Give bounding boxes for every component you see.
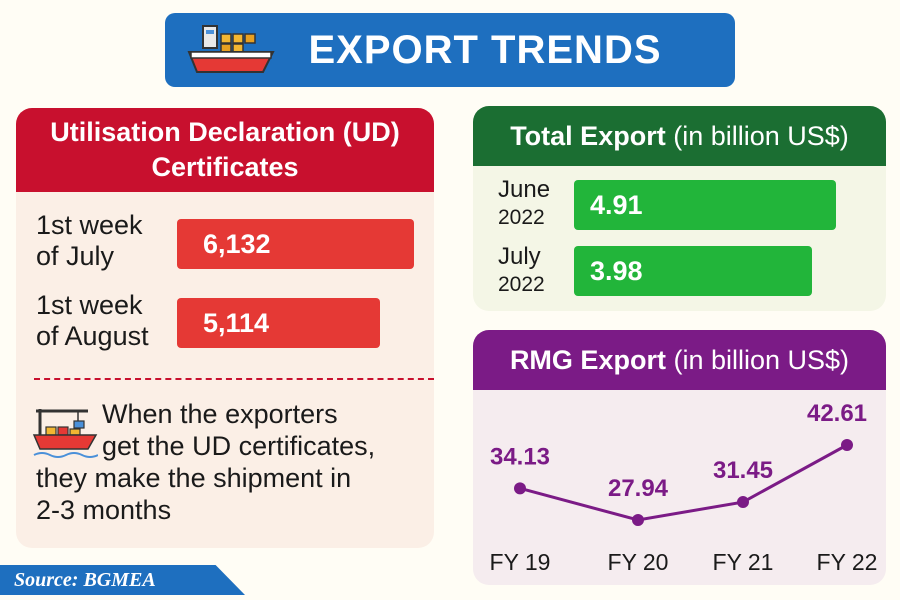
cargo-ship-icon <box>187 25 275 73</box>
ud-note-line: they make the shipment in <box>36 463 352 493</box>
ud-note-line: When the exporters <box>102 399 338 429</box>
ud-row-label-line2: of July <box>36 241 115 271</box>
data-label: 27.94 <box>608 475 669 502</box>
data-point <box>514 482 526 495</box>
ud-row-label-line1: 1st week <box>36 210 143 240</box>
total-export-heading-unit: (in billion US$) <box>673 120 849 151</box>
ud-bar-value: 6,132 <box>203 228 271 259</box>
month-label: July <box>498 243 541 270</box>
rmg-export-heading-unit: (in billion US$) <box>673 344 850 375</box>
ud-note-line: 2-3 months <box>36 495 172 525</box>
x-tick-label: FY 20 <box>608 549 669 575</box>
year-label: 2022 <box>498 206 545 229</box>
rmg-line-chart: 34.13 FY 19 27.94 FY 20 31.45 FY 21 42.61 FY 22 <box>490 400 878 575</box>
ud-row-label-august: 1st week of August <box>36 290 149 352</box>
data-point <box>632 514 644 526</box>
ud-note: When the exporters get the UD certificat… <box>36 398 431 526</box>
ud-bar-july: 6,132 <box>177 219 414 269</box>
data-label: 31.45 <box>713 457 773 484</box>
total-export-heading: Total Export (in billion US$) <box>473 106 886 166</box>
data-point <box>737 496 749 509</box>
total-bar-july: 3.98 <box>574 246 812 296</box>
x-tick-label: FY 21 <box>713 549 774 575</box>
total-row-label-june: June 2022 <box>498 176 550 232</box>
source-label: Source: BGMEA <box>0 565 245 595</box>
ud-bar-value: 5,114 <box>203 307 270 338</box>
rmg-export-panel: RMG Export (in billion US$) <box>473 330 886 585</box>
ud-row-label-line2: of August <box>36 321 149 351</box>
year-label: 2022 <box>498 273 545 296</box>
total-bar-value: 3.98 <box>590 255 643 286</box>
x-tick-label: FY 19 <box>490 549 551 575</box>
data-point <box>841 439 853 451</box>
data-label: 34.13 <box>490 443 550 470</box>
total-export-heading-bold: Total Export <box>510 120 666 151</box>
total-bar-june: 4.91 <box>574 180 836 230</box>
x-tick-label: FY 22 <box>817 549 878 575</box>
ud-heading-line2: Certificates <box>151 152 299 182</box>
port-crane-ship-icon <box>32 409 98 458</box>
data-label: 42.61 <box>807 400 867 427</box>
total-bar-value: 4.91 <box>590 189 643 220</box>
rmg-export-heading: RMG Export (in billion US$) <box>473 330 886 390</box>
ud-heading-line1: Utilisation Declaration (UD) <box>50 117 400 147</box>
total-row-label-july: July 2022 <box>498 243 545 299</box>
dashed-divider <box>34 378 434 380</box>
ud-row-label-july: 1st week of July <box>36 210 143 272</box>
ud-note-line: get the UD certificates, <box>102 431 376 461</box>
ud-panel-heading: Utilisation Declaration (UD) Certificate… <box>16 108 434 192</box>
rmg-export-heading-bold: RMG Export <box>509 344 666 375</box>
title-banner: EXPORT TRENDS <box>165 13 735 87</box>
ud-bar-august: 5,114 <box>177 298 380 348</box>
month-label: June <box>498 176 551 203</box>
series-line <box>519 443 848 522</box>
ud-row-label-line1: 1st week <box>36 290 143 320</box>
page-title: EXPORT TRENDS <box>308 27 662 72</box>
